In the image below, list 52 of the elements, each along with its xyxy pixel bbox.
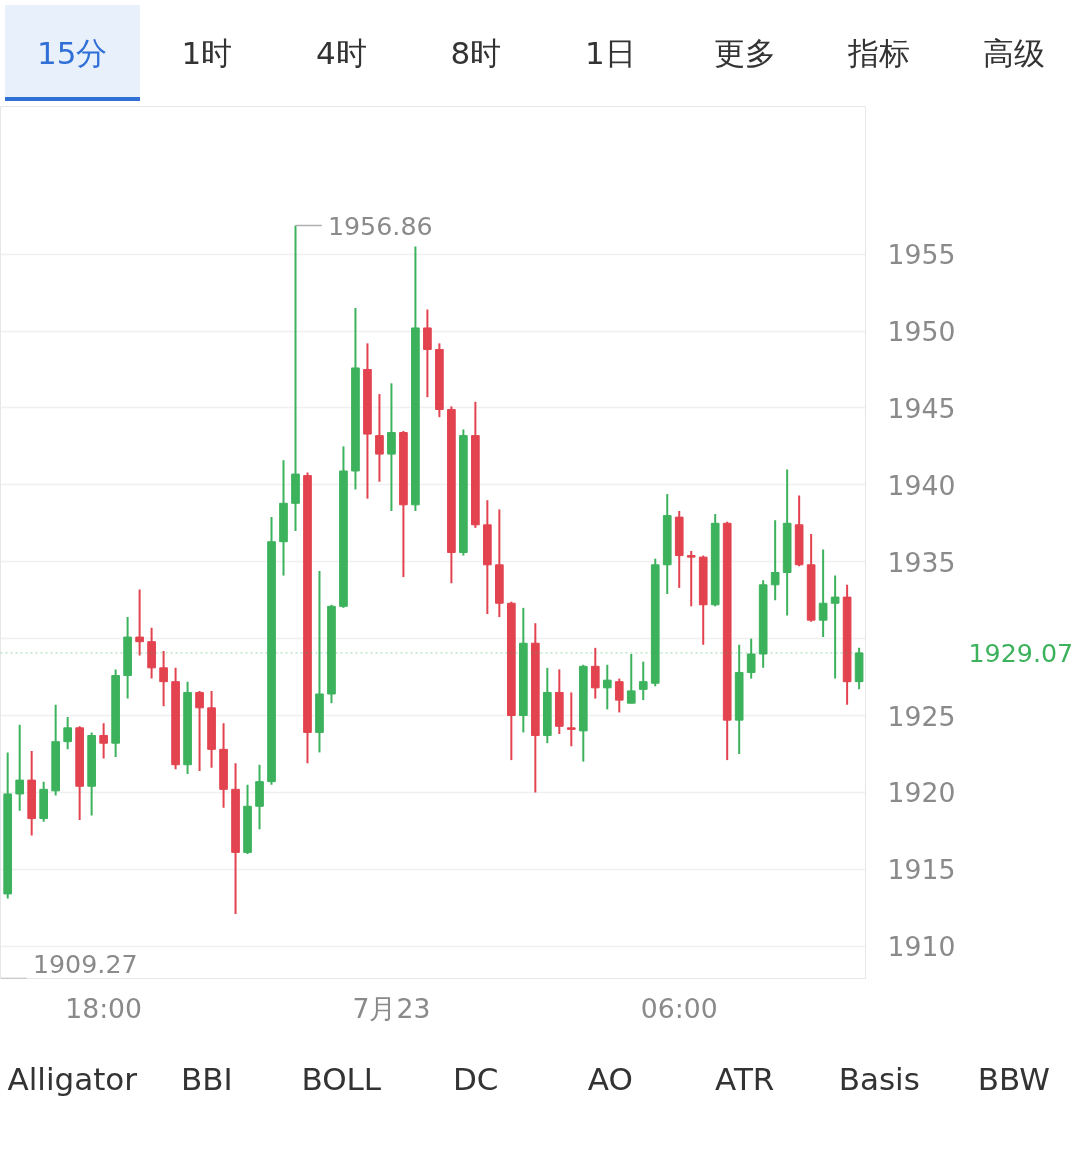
annotation: 1956.86: [327, 210, 433, 241]
candlestick: [99, 722, 108, 760]
text: 更多: [712, 34, 777, 73]
text: BOLL: [300, 1060, 383, 1100]
y-tick-label: 1940: [887, 470, 956, 502]
y-tick-label: 1945: [887, 393, 956, 425]
candlestick: [423, 308, 432, 399]
candlestick: [375, 393, 384, 484]
y-tick-label: 1955: [887, 239, 956, 271]
candlestick: [626, 653, 636, 705]
candlestick: [686, 550, 696, 608]
candlestick: [195, 690, 204, 773]
text: 1时: [180, 34, 234, 73]
candlestick: [830, 574, 840, 680]
y-tick-label: 1935: [887, 547, 956, 579]
candlestick: [63, 716, 72, 751]
candlestick: [159, 650, 168, 708]
candlestick: [746, 637, 756, 680]
ref-line-label: 1929.07: [968, 638, 1074, 669]
text: 8时: [449, 34, 503, 73]
candlestick: [15, 724, 25, 813]
y-tick-label: 1920: [887, 777, 956, 809]
text: 1日: [583, 34, 637, 73]
text: Basis: [837, 1060, 921, 1100]
text: DC: [452, 1060, 500, 1100]
text: BBI: [179, 1060, 234, 1100]
candlestick: [614, 677, 624, 714]
text: 高级: [981, 34, 1046, 73]
x-tick-label: 18:00: [65, 992, 143, 1024]
y-tick-label: 1910: [887, 931, 956, 963]
x-tick-label: 7月23: [352, 992, 431, 1024]
annotation: 1909.27: [32, 948, 138, 979]
text: BBW: [976, 1060, 1051, 1100]
candlestick: [387, 382, 396, 513]
candlestick: [135, 588, 144, 657]
text: 指标: [847, 34, 912, 73]
candlestick: [590, 647, 600, 700]
candlestick: [638, 660, 648, 702]
candlestick: [818, 548, 828, 639]
text: ATR: [714, 1060, 776, 1100]
text: Alligator: [6, 1060, 139, 1100]
candlestick: [602, 664, 612, 711]
candlestick: [291, 224, 300, 533]
text: AO: [586, 1060, 634, 1100]
y-tick-label: 1950: [887, 316, 956, 348]
text: 15分: [5, 5, 140, 102]
text: 4时: [314, 34, 368, 73]
y-tick-label: 1915: [887, 854, 956, 886]
x-tick-label: 06:00: [640, 992, 718, 1024]
candlestick: [770, 519, 780, 602]
y-tick-label: 1925: [887, 700, 956, 732]
candlestick: [566, 691, 576, 748]
